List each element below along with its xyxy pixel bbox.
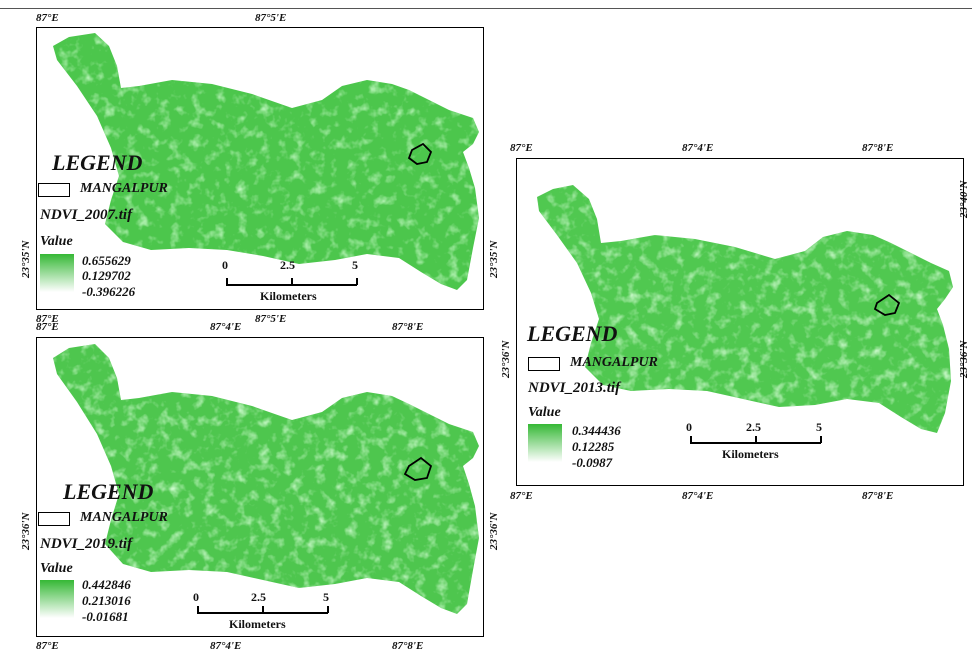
right-tick-lat: 23°36'N (488, 512, 500, 550)
ndvi-color-ramp (528, 424, 562, 462)
scale-tick-2-5: 2.5 (746, 420, 761, 434)
top-tick-87-5e: 87°5'E (255, 12, 287, 24)
bottom-tick-87-8e: 87°8'E (392, 640, 424, 652)
top-tick-87e: 87°E (36, 321, 59, 333)
scale-tick-0: 0 (222, 258, 228, 272)
top-tick-87-4e: 87°4'E (682, 142, 714, 154)
boundary-swatch (38, 512, 70, 526)
value-heading: Value (40, 561, 73, 576)
bottom-tick-87-4e: 87°4'E (210, 640, 242, 652)
scale-tick-5: 5 (323, 590, 329, 604)
ndvi-min: -0.01681 (82, 609, 129, 624)
left-tick-lat: 23°36'N (20, 512, 32, 550)
bottom-tick-87-5e: 87°5'E (255, 313, 287, 325)
bottom-tick-87-4e: 87°4'E (682, 490, 714, 502)
scale-tick-5: 5 (352, 258, 358, 272)
scale-tick-0: 0 (193, 590, 199, 604)
boundary-swatch (528, 357, 560, 371)
raster-name: NDVI_2019.tif (40, 536, 133, 552)
boundary-label: MANGALPUR (570, 355, 658, 370)
ndvi-raster-2013 (537, 185, 953, 433)
ndvi-mid: 0.12285 (572, 439, 615, 454)
top-tick-87e: 87°E (510, 142, 533, 154)
value-heading: Value (528, 405, 561, 420)
bottom-tick-87e: 87°E (36, 313, 59, 325)
ndvi-max: 0.655629 (82, 253, 131, 268)
boundary-swatch (38, 183, 70, 197)
ndvi-color-ramp (40, 254, 74, 292)
bottom-tick-87e: 87°E (510, 490, 533, 502)
ndvi-max: 0.344436 (572, 423, 621, 438)
top-tick-87-8e: 87°8'E (862, 142, 894, 154)
left-tick-lat: 23°35'N (20, 240, 32, 278)
ndvi-mid: 0.129702 (82, 268, 131, 283)
mangalpur-boundary-2013 (873, 293, 901, 316)
boundary-label: MANGALPUR (80, 510, 168, 525)
top-rule (0, 8, 972, 9)
legend-title: LEGEND (52, 150, 143, 175)
ndvi-max: 0.442846 (82, 577, 131, 592)
top-tick-87e: 87°E (36, 12, 59, 24)
legend-title: LEGEND (63, 479, 154, 504)
map-frame-2019 (36, 337, 484, 637)
scale-tick-2-5: 2.5 (280, 258, 295, 272)
value-heading: Value (40, 234, 73, 249)
mangalpur-boundary-2019 (403, 456, 433, 481)
raster-name: NDVI_2007.tif (40, 207, 133, 223)
scale-unit: Kilometers (229, 617, 286, 631)
scale-unit: Kilometers (722, 447, 779, 461)
top-tick-87-8e: 87°8'E (392, 321, 424, 333)
bottom-tick-87-8e: 87°8'E (862, 490, 894, 502)
scale-tick-2-5: 2.5 (251, 590, 266, 604)
ndvi-raster-2007 (53, 33, 479, 290)
map-frame-2013 (516, 158, 964, 486)
right-tick-lat-bottom: 23°36'N (958, 340, 970, 378)
map-frame-2007 (36, 27, 484, 310)
ndvi-raster-2019 (53, 344, 479, 614)
raster-name: NDVI_2013.tif (528, 380, 621, 396)
mangalpur-boundary-2007 (407, 142, 433, 165)
ndvi-color-ramp (40, 580, 74, 618)
scale-tick-5: 5 (816, 420, 822, 434)
left-tick-lat: 23°36'N (500, 340, 512, 378)
boundary-label: MANGALPUR (80, 181, 168, 196)
ndvi-min: -0.0987 (572, 455, 613, 470)
right-tick-lat: 23°35'N (488, 240, 500, 278)
ndvi-mid: 0.213016 (82, 593, 131, 608)
scale-tick-0: 0 (686, 420, 692, 434)
scale-unit: Kilometers (260, 289, 317, 303)
ndvi-min: -0.396226 (82, 284, 136, 299)
bottom-tick-87e: 87°E (36, 640, 59, 652)
top-tick-87-4e: 87°4'E (210, 321, 242, 333)
legend-title: LEGEND (527, 321, 618, 346)
right-tick-lat-top: 23°40'N (958, 180, 970, 218)
